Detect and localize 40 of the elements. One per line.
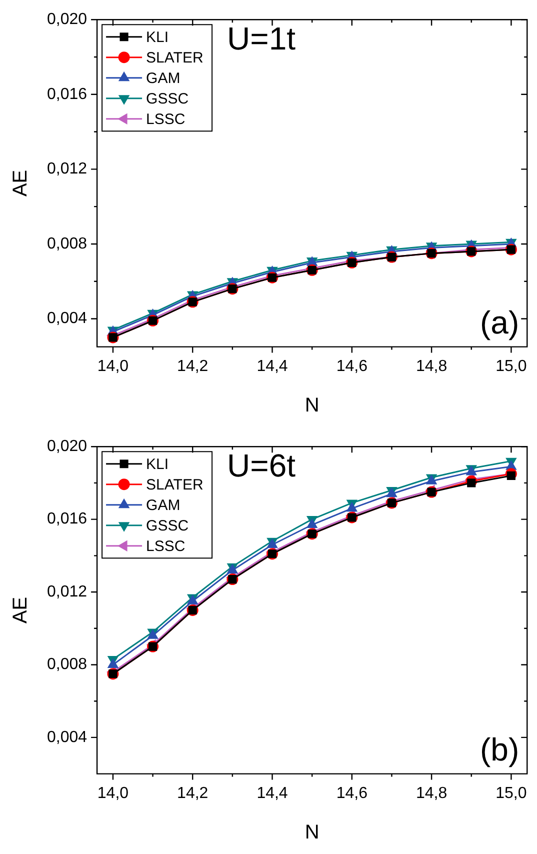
- x-tick-label: 14,4: [256, 784, 288, 802]
- x-axis-title: N: [304, 394, 320, 417]
- y-tick-label: 0,012: [46, 160, 88, 178]
- y-axis-title: AE: [10, 170, 32, 197]
- x-tick-label: 15,0: [496, 784, 527, 802]
- y-tick-label: 0,008: [46, 656, 88, 674]
- x-tick-label: 14,4: [256, 358, 288, 375]
- annotation: (a): [480, 304, 520, 341]
- x-tick-label: 14,2: [177, 358, 208, 375]
- legend-label: SLATER: [146, 476, 204, 494]
- x-axis-title: N: [304, 822, 320, 844]
- legend-label: KLI: [146, 28, 169, 46]
- legend-label: LSSC: [146, 538, 186, 555]
- x-tick-label: 14,6: [336, 358, 368, 375]
- y-tick-label: 0,016: [46, 86, 88, 103]
- x-tick-label: 14,0: [97, 358, 129, 375]
- y-tick-label: 0,016: [46, 510, 88, 528]
- annotation: U=6t: [227, 447, 296, 484]
- legend-label: GSSC: [146, 90, 189, 108]
- legend-label: GSSC: [146, 517, 189, 534]
- x-tick-label: 14,0: [97, 784, 129, 802]
- y-tick-label: 0,004: [46, 728, 88, 746]
- y-axis-title: AE: [10, 596, 32, 624]
- y-tick-label: 0,020: [46, 11, 88, 28]
- legend-label: SLATER: [146, 49, 204, 66]
- legend-label: KLI: [146, 456, 169, 473]
- y-tick-label: 0,004: [46, 310, 88, 328]
- x-tick-label: 14,8: [416, 784, 448, 802]
- x-tick-label: 15,0: [496, 358, 527, 375]
- legend-label: GAM: [146, 70, 180, 87]
- y-tick-label: 0,012: [46, 583, 88, 600]
- annotation: U=1t: [227, 20, 296, 56]
- x-tick-label: 14,8: [416, 358, 448, 375]
- y-tick-label: 0,020: [46, 438, 88, 456]
- x-tick-label: 14,6: [336, 784, 368, 802]
- legend-label: GAM: [146, 496, 180, 514]
- x-tick-label: 14,2: [177, 784, 208, 802]
- annotation: (b): [480, 732, 520, 768]
- legend-label: LSSC: [146, 110, 186, 128]
- y-tick-label: 0,008: [46, 235, 88, 252]
